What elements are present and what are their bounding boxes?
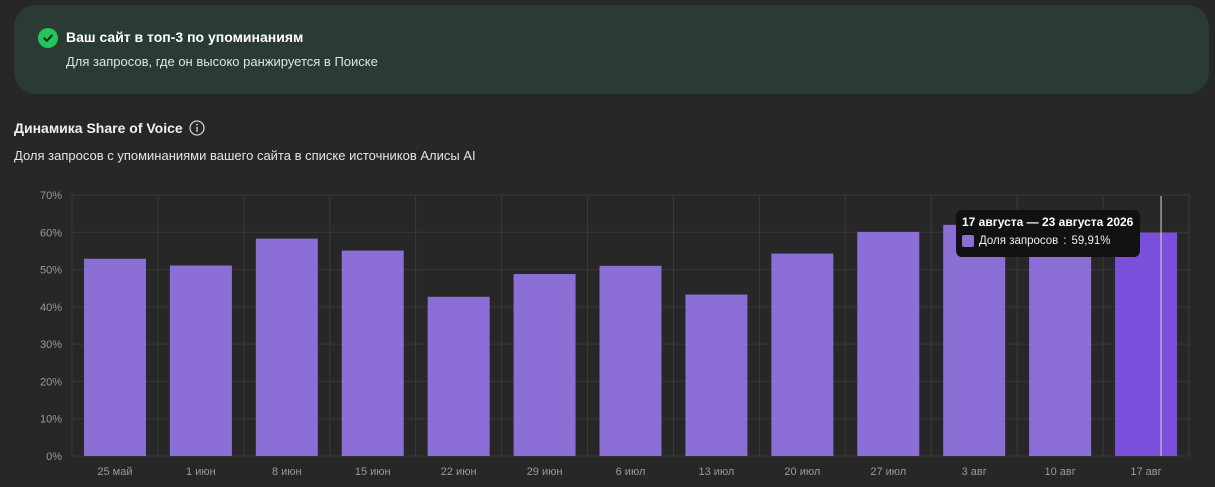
bar [427, 296, 490, 456]
section-title-text: Динамика Share of Voice [14, 120, 183, 136]
x-tick-label: 29 июн [527, 466, 563, 478]
tooltip-title: 17 августа — 23 августа 2026 [962, 215, 1134, 229]
bar [943, 224, 1006, 456]
y-tick-label: 70% [40, 190, 62, 202]
tooltip-value: 59,91% [1071, 235, 1111, 247]
y-tick-label: 20% [40, 376, 62, 388]
y-tick-label: 40% [40, 302, 62, 314]
y-tick-label: 10% [40, 414, 62, 426]
x-tick-label: 13 июл [698, 466, 734, 478]
banner-title: Ваш сайт в топ-3 по упоминаниям [66, 29, 304, 45]
bar [1115, 232, 1178, 456]
tooltip-row: Доля запросов: 59,91% [962, 235, 1134, 247]
bar [513, 274, 576, 456]
y-tick-label: 60% [40, 227, 62, 239]
x-tick-label: 1 июн [186, 466, 216, 478]
bar [83, 258, 146, 456]
x-tick-label: 20 июл [784, 466, 820, 478]
bar [599, 265, 662, 456]
bar [169, 265, 232, 456]
info-icon[interactable] [189, 120, 205, 136]
bar [771, 253, 834, 456]
x-tick-label: 6 июл [616, 466, 646, 478]
bar [857, 231, 920, 456]
top3-banner: Ваш сайт в топ-3 по упоминаниям Для запр… [14, 5, 1209, 94]
tooltip-separator: : [1063, 235, 1067, 247]
x-tick-label: 27 июл [870, 466, 906, 478]
y-tick-label: 50% [40, 265, 62, 277]
chart-section-title: Динамика Share of Voice [14, 120, 205, 136]
x-tick-label: 3 авг [962, 466, 987, 478]
check-circle-icon [38, 28, 58, 48]
bar [341, 250, 404, 456]
x-tick-label: 10 авг [1044, 466, 1075, 478]
bar [1029, 226, 1092, 456]
banner-subtitle: Для запросов, где он высоко ранжируется … [66, 54, 378, 69]
bar [255, 238, 318, 456]
chart-section-subtitle: Доля запросов с упоминаниями вашего сайт… [14, 148, 476, 163]
x-tick-label: 25 май [97, 466, 132, 478]
tooltip-swatch [962, 235, 974, 247]
x-tick-label: 17 авг [1130, 466, 1161, 478]
chart-tooltip: 17 августа — 23 августа 2026 Доля запрос… [956, 210, 1140, 257]
x-tick-label: 22 июн [441, 466, 477, 478]
x-tick-label: 8 июн [272, 466, 302, 478]
tooltip-series-label: Доля запросов [979, 235, 1059, 247]
share-of-voice-chart: 0% 10% 20% 30% 40% 50% 60% 70% 25 май 1 июн 8 июн 1… [40, 190, 1190, 478]
bar [685, 294, 748, 456]
x-tick-label: 15 июн [355, 466, 391, 478]
y-tick-label: 30% [40, 339, 62, 351]
y-tick-label: 0% [46, 451, 62, 463]
